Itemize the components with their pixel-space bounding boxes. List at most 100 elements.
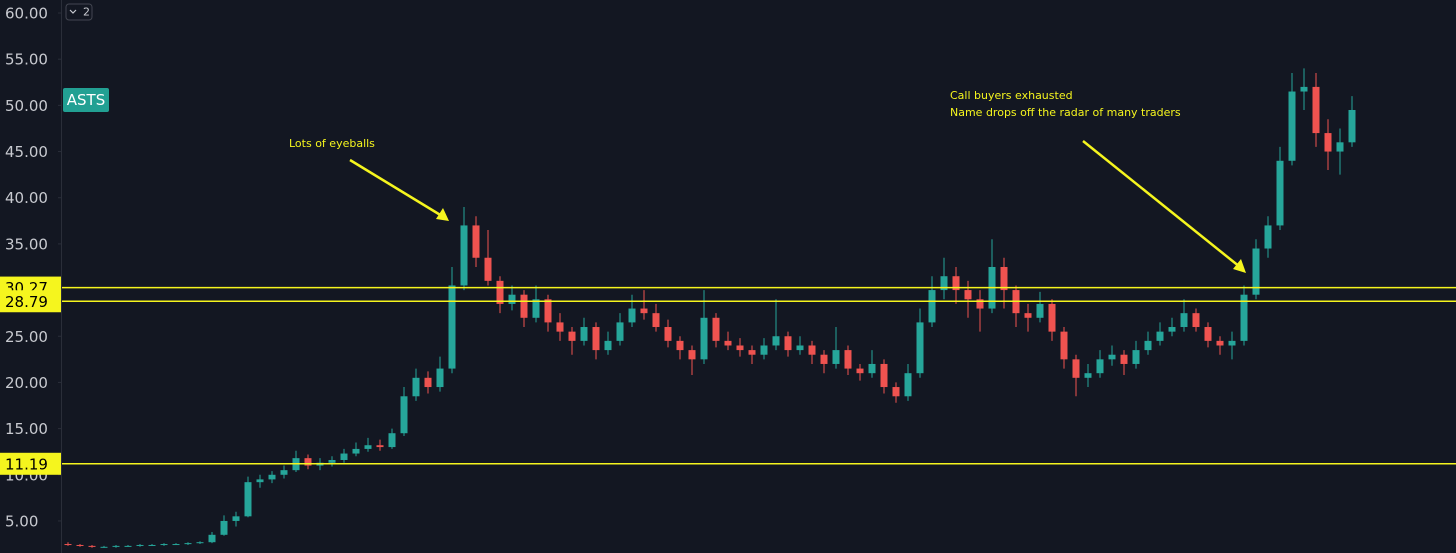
annotation: Name drops off the radar of many traders xyxy=(950,106,1181,119)
candle-body xyxy=(220,520,228,535)
candle-body xyxy=(256,479,264,483)
price-label-box xyxy=(0,452,61,475)
arrow-head xyxy=(1233,259,1246,273)
candle-body xyxy=(1324,133,1332,152)
candle-body xyxy=(472,225,480,258)
candle-body xyxy=(628,308,636,323)
y-tick-label: 60.00 xyxy=(5,5,48,23)
candle-body xyxy=(772,336,780,346)
candle-body xyxy=(268,474,276,480)
candle-body xyxy=(1216,340,1224,346)
candle-body xyxy=(1132,350,1140,364)
candle-body xyxy=(736,345,744,351)
symbol-badge xyxy=(63,88,109,112)
candle-body xyxy=(568,331,576,341)
candle-body xyxy=(280,470,288,475)
candle-body xyxy=(1228,340,1236,346)
candle-body xyxy=(76,544,84,546)
chevron-icon xyxy=(69,9,77,14)
candle-body xyxy=(184,543,192,545)
candle-body xyxy=(532,299,540,318)
candle-body xyxy=(676,340,684,351)
candle-body xyxy=(1192,313,1200,328)
candle-body xyxy=(556,322,564,332)
candle-body xyxy=(544,299,552,323)
y-tick-label: 15.00 xyxy=(5,420,48,438)
candle-body xyxy=(832,350,840,364)
candle-body xyxy=(448,285,456,369)
candle-body xyxy=(892,387,900,397)
candle-body xyxy=(412,377,420,397)
candle-body xyxy=(1048,303,1056,332)
candle-body xyxy=(652,313,660,328)
candle-body xyxy=(496,280,504,304)
candle-body xyxy=(148,544,156,546)
candle-body xyxy=(328,460,336,463)
candle-body xyxy=(640,308,648,314)
candle-body xyxy=(388,433,396,448)
candle-body xyxy=(1264,225,1272,249)
candle-body xyxy=(100,546,108,548)
candle-body xyxy=(964,290,972,300)
candle-body xyxy=(1204,327,1212,341)
candle-body xyxy=(460,225,468,286)
candle-body xyxy=(688,350,696,360)
candle-body xyxy=(436,368,444,388)
candle-body xyxy=(1276,160,1284,226)
candle-body xyxy=(400,396,408,434)
candle-body xyxy=(1336,142,1344,152)
candle-body xyxy=(1024,313,1032,318)
candle-body xyxy=(340,453,348,461)
annotation: Lots of eyeballs xyxy=(289,137,375,150)
candle-body xyxy=(700,317,708,360)
candle-body xyxy=(232,516,240,521)
candle-body xyxy=(1300,86,1308,92)
candle-body xyxy=(136,544,144,546)
candle-body xyxy=(748,350,756,355)
candle-body xyxy=(1072,359,1080,378)
candle-body xyxy=(580,327,588,341)
candle-body xyxy=(424,377,432,388)
candle-body xyxy=(1060,331,1068,360)
candle-body xyxy=(1252,248,1260,295)
y-tick-label: 20.00 xyxy=(5,374,48,392)
y-tick-label: 25.00 xyxy=(5,328,48,346)
y-tick-label: 45.00 xyxy=(5,143,48,161)
candle-body xyxy=(724,340,732,346)
candle-body xyxy=(304,458,312,466)
candle-body xyxy=(1108,354,1116,360)
candle-body xyxy=(364,445,372,449)
candle-body xyxy=(1240,294,1248,341)
candle-body xyxy=(856,368,864,374)
candle-body xyxy=(868,363,876,374)
candle-body xyxy=(1096,359,1104,374)
candle-body xyxy=(124,545,132,547)
y-tick-label: 35.00 xyxy=(5,235,48,253)
y-tick-label: 55.00 xyxy=(5,51,48,69)
candle-body xyxy=(940,276,948,291)
candle-body xyxy=(112,545,120,547)
y-tick-label: 5.00 xyxy=(5,512,38,530)
candle-body xyxy=(1348,109,1356,143)
price-label-box xyxy=(0,290,61,313)
arrow xyxy=(1082,140,1241,268)
candle-body xyxy=(1312,86,1320,134)
candle-body xyxy=(64,544,72,546)
candle-body xyxy=(916,322,924,374)
arrow-head xyxy=(436,208,449,221)
candle-body xyxy=(1180,313,1188,328)
candle-body xyxy=(1036,303,1044,318)
candle-body xyxy=(820,354,828,364)
candle-body xyxy=(484,257,492,281)
pane-badge[interactable] xyxy=(65,3,93,21)
candle-body xyxy=(784,336,792,351)
candle-body xyxy=(88,545,96,547)
symbol: ASTS xyxy=(67,91,105,109)
candle-body xyxy=(880,363,888,388)
candle-body xyxy=(904,373,912,397)
candle-body xyxy=(976,299,984,309)
pane-count: 2 xyxy=(83,6,90,19)
y-tick-label: 40.00 xyxy=(5,189,48,207)
